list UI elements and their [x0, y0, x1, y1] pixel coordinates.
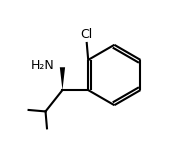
Polygon shape [60, 67, 65, 90]
Text: H₂N: H₂N [31, 59, 54, 72]
Text: Cl: Cl [81, 28, 93, 41]
